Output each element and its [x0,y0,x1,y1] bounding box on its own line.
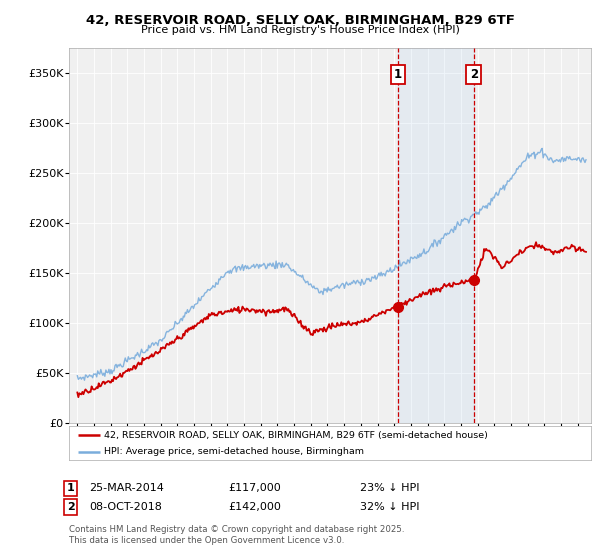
Text: 08-OCT-2018: 08-OCT-2018 [89,502,161,512]
Text: 2: 2 [470,68,478,81]
Text: 23% ↓ HPI: 23% ↓ HPI [360,483,419,493]
Text: 42, RESERVOIR ROAD, SELLY OAK, BIRMINGHAM, B29 6TF: 42, RESERVOIR ROAD, SELLY OAK, BIRMINGHA… [86,14,514,27]
Text: £117,000: £117,000 [228,483,281,493]
Text: 1: 1 [67,483,74,493]
Text: HPI: Average price, semi-detached house, Birmingham: HPI: Average price, semi-detached house,… [104,447,364,456]
Text: 2: 2 [67,502,74,512]
Bar [398,48,474,423]
Text: 1: 1 [394,68,402,81]
Text: 32% ↓ HPI: 32% ↓ HPI [360,502,419,512]
Text: Price paid vs. HM Land Registry's House Price Index (HPI): Price paid vs. HM Land Registry's House … [140,25,460,35]
Text: £142,000: £142,000 [228,502,281,512]
Text: 25-MAR-2014: 25-MAR-2014 [89,483,164,493]
Text: 42, RESERVOIR ROAD, SELLY OAK, BIRMINGHAM, B29 6TF (semi-detached house): 42, RESERVOIR ROAD, SELLY OAK, BIRMINGHA… [104,431,488,440]
Text: Contains HM Land Registry data © Crown copyright and database right 2025.
This d: Contains HM Land Registry data © Crown c… [69,525,404,545]
